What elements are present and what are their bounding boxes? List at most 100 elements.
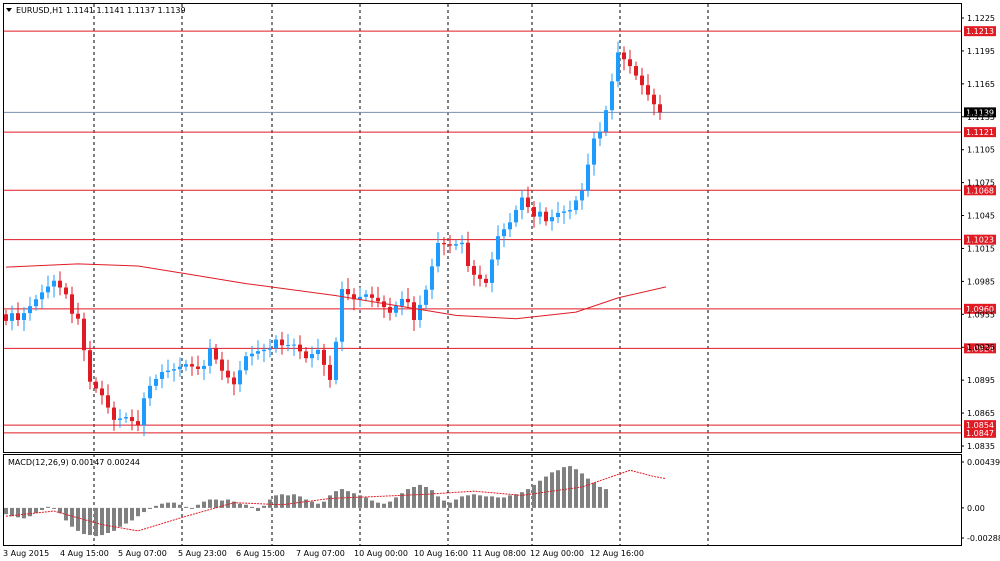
level-price-box	[964, 427, 996, 438]
macd-histogram-bar	[280, 494, 284, 508]
candle-body	[568, 210, 572, 212]
candle-body	[400, 298, 404, 306]
macd-histogram-bar	[346, 491, 350, 508]
candle-body	[70, 294, 74, 314]
candle-body	[616, 52, 620, 82]
price-panel-frame	[3, 3, 962, 453]
vertical-grid	[93, 4, 709, 545]
macd-histogram-bar	[178, 504, 182, 508]
candle-body	[184, 364, 188, 367]
price-tick-label: 1.0985	[967, 277, 995, 286]
macd-histogram-bar	[214, 499, 218, 508]
macd-histogram-bar	[106, 507, 110, 533]
candle-body	[124, 417, 128, 419]
candle-body	[484, 278, 488, 283]
macd-histogram-bar	[202, 501, 206, 508]
macd-histogram-bar	[520, 492, 524, 508]
candle-body	[142, 398, 146, 426]
candle-body	[472, 266, 476, 275]
candle-body	[22, 313, 26, 321]
macd-histogram-bar	[550, 472, 554, 508]
candle-body	[658, 104, 662, 113]
candle-body	[628, 59, 632, 67]
candle-body	[178, 366, 182, 370]
candle-body	[46, 286, 50, 293]
macd-histogram-bar	[562, 467, 566, 508]
candle-body	[4, 314, 8, 321]
triangle-down-icon[interactable]	[6, 8, 12, 12]
macd-histogram-bar	[196, 504, 200, 508]
level-price-box	[964, 127, 996, 138]
candle-body	[652, 94, 656, 105]
candle-body	[220, 359, 224, 371]
macd-histogram-bar	[490, 496, 494, 508]
candle-body	[346, 289, 350, 295]
macd-histogram-bar	[40, 507, 44, 510]
price-tick-label: 1.0925	[967, 343, 995, 352]
candle-body	[646, 85, 650, 95]
macd-histogram-bar	[526, 489, 530, 508]
macd-histogram-bar	[322, 501, 326, 508]
candle-body	[214, 348, 218, 360]
macd-signal-line	[5, 469, 667, 532]
macd-tick-label: 0.00	[967, 504, 985, 513]
ohlc-values: 1.1141 1.1141 1.1137 1.1139	[66, 6, 186, 15]
macd-histogram-bar	[400, 493, 404, 508]
candle-body	[52, 280, 56, 287]
candle-body	[130, 417, 134, 422]
candle-body	[634, 66, 638, 76]
candle-body	[502, 229, 506, 237]
candle-body	[160, 372, 164, 379]
macd-axis: 0.00439 0.00 -0.00288	[961, 458, 1000, 543]
level-price-label: 1.1023	[966, 236, 994, 245]
horizontal-levels: 1.1213 1.1121 1.1068 1.1023 1.0960 1.0924 1.08…	[4, 26, 996, 438]
candle-body	[58, 280, 62, 288]
candle-body	[574, 200, 578, 211]
ma-line	[5, 263, 667, 320]
candle-body	[310, 354, 314, 359]
macd-histogram-bar	[292, 494, 296, 508]
current-price-box	[964, 107, 996, 118]
candle-body	[526, 197, 530, 208]
macd-histogram-bar	[502, 497, 506, 508]
candle-body	[244, 356, 248, 371]
macd-histogram-bar	[130, 507, 134, 521]
candle-body	[154, 378, 158, 386]
macd-histogram-bar	[148, 507, 152, 509]
macd-histogram-bar	[118, 507, 122, 527]
candle-body	[388, 307, 392, 313]
candle-body	[118, 418, 122, 420]
candle-body	[28, 306, 32, 314]
macd-histogram-bar	[328, 495, 332, 508]
macd-histogram-bar	[472, 494, 476, 508]
candle-body	[490, 259, 494, 283]
macd-histogram-bar	[94, 507, 98, 537]
macd-histogram-bar	[100, 507, 104, 536]
macd-label: MACD(12,26,9) 0.00147 0.00244	[8, 458, 140, 467]
candle-body	[280, 339, 284, 346]
time-tick-label: 12 Aug 00:00	[530, 549, 584, 558]
candle-body	[88, 350, 92, 382]
candle-body	[250, 353, 254, 357]
symbol-label: EURUSD,H1	[16, 6, 63, 15]
candle-body	[316, 349, 320, 355]
price-tick-label: 1.1195	[967, 47, 995, 56]
macd-histogram-bar	[574, 469, 578, 508]
price-tick-label: 1.0895	[967, 376, 995, 385]
macd-histogram-bar	[568, 466, 572, 508]
level-price-label: 1.0854	[966, 421, 994, 430]
candle-body	[598, 131, 602, 139]
macd-histogram-bar	[166, 502, 170, 508]
candle-body	[226, 370, 230, 378]
candle-body	[358, 296, 362, 300]
macd-histogram-bar	[226, 499, 230, 508]
macd-histogram-bar	[412, 486, 416, 508]
price-axis: 1.12251.11951.11651.11351.11051.10751.10…	[961, 14, 995, 451]
candle-body	[340, 289, 344, 342]
candle-body	[610, 81, 614, 111]
candle-body	[268, 348, 272, 350]
macd-histogram-bar	[586, 478, 590, 508]
candle-body	[112, 407, 116, 420]
level-price-label: 1.0924	[966, 344, 994, 353]
